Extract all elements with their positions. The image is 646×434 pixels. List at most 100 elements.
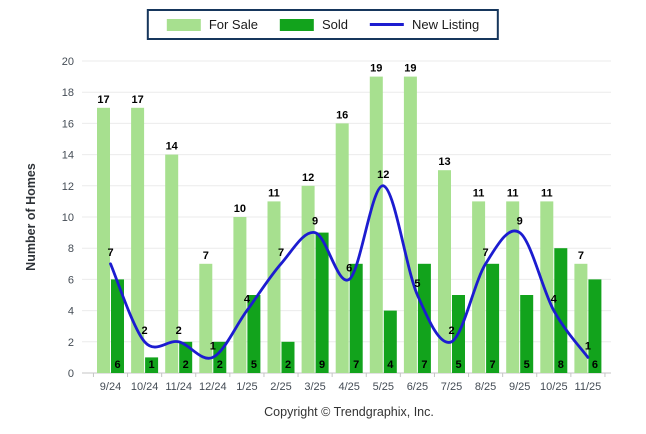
- sold-bar: [417, 263, 431, 373]
- sold-value-label: 6: [114, 359, 120, 371]
- y-tick-label: 12: [62, 181, 74, 193]
- x-tick-label: 7/25: [441, 381, 462, 393]
- new-listing-value-label: 1: [585, 340, 591, 352]
- legend-item-for-sale: For Sale: [166, 17, 258, 32]
- sold-value-label: 7: [421, 359, 427, 371]
- sold-value-label: 4: [387, 359, 394, 371]
- sold-value-label: 9: [319, 359, 325, 371]
- y-tick-label: 10: [62, 212, 74, 224]
- sold-value-label: 5: [455, 359, 461, 371]
- x-tick-label: 12/24: [199, 381, 227, 393]
- for-sale-bar: [472, 201, 486, 373]
- sold-bar: [349, 263, 363, 373]
- sold-bar: [281, 341, 295, 373]
- y-tick-label: 20: [62, 56, 74, 68]
- for-sale-bar: [574, 263, 588, 373]
- new-listing-value-label: 7: [483, 247, 489, 259]
- for-sale-value-label: 16: [336, 109, 348, 121]
- x-tick-label: 10/25: [540, 381, 568, 393]
- sold-value-label: 5: [524, 359, 530, 371]
- sold-bar: [383, 310, 397, 373]
- sold-bar: [179, 341, 193, 373]
- x-tick-label: 6/25: [407, 381, 428, 393]
- x-tick-label: 9/25: [509, 381, 530, 393]
- new-listing-value-label: 4: [244, 294, 251, 306]
- sold-value-label: 2: [183, 359, 189, 371]
- new-listing-value-label: 5: [414, 278, 420, 290]
- sold-bar: [520, 295, 534, 373]
- new-listing-swatch-icon: [369, 23, 404, 26]
- sold-bar: [486, 263, 500, 373]
- x-tick-label: 4/25: [338, 381, 359, 393]
- sold-bar: [588, 279, 602, 373]
- sold-bar: [554, 248, 568, 373]
- y-tick-label: 0: [68, 368, 74, 380]
- for-sale-value-label: 10: [234, 203, 246, 215]
- new-listing-value-label: 2: [176, 325, 182, 337]
- x-tick-label: 2/25: [270, 381, 291, 393]
- y-axis-title: Number of Homes: [24, 163, 38, 271]
- for-sale-value-label: 11: [268, 187, 280, 199]
- x-tick-label: 8/25: [475, 381, 496, 393]
- for-sale-swatch-icon: [166, 18, 201, 31]
- legend-item-sold: Sold: [279, 17, 348, 32]
- sold-swatch-icon: [279, 18, 314, 31]
- for-sale-bar: [403, 76, 417, 373]
- x-tick-label: 11/25: [575, 381, 602, 393]
- sold-value-label: 2: [217, 359, 223, 371]
- legend-label-new-listing: New Listing: [411, 17, 480, 32]
- y-tick-label: 6: [68, 274, 74, 286]
- new-listing-value-label: 7: [107, 247, 113, 259]
- for-sale-value-label: 13: [438, 156, 450, 168]
- for-sale-bar: [131, 107, 145, 374]
- new-listing-value-label: 9: [517, 216, 523, 228]
- for-sale-value-label: 19: [404, 63, 416, 75]
- for-sale-value-label: 7: [203, 250, 209, 262]
- y-tick-label: 8: [68, 243, 74, 255]
- for-sale-bar: [199, 263, 213, 373]
- new-listing-value-label: 2: [142, 325, 148, 337]
- new-listing-value-label: 4: [551, 294, 558, 306]
- y-tick-label: 18: [62, 87, 74, 99]
- x-tick-label: 3/25: [304, 381, 325, 393]
- for-sale-value-label: 17: [97, 94, 109, 106]
- for-sale-bar: [97, 107, 110, 374]
- sold-value-label: 1: [149, 359, 155, 371]
- new-listing-value-label: 1: [210, 340, 216, 352]
- x-tick-label: 5/25: [373, 381, 394, 393]
- sold-value-label: 5: [251, 359, 257, 371]
- for-sale-bar: [301, 185, 315, 373]
- sold-bar: [247, 295, 261, 373]
- x-tick-label: 1/25: [236, 381, 257, 393]
- sold-value-label: 8: [558, 359, 564, 371]
- for-sale-value-label: 11: [541, 187, 553, 199]
- y-tick-label: 4: [68, 306, 74, 318]
- x-tick-label: 10/24: [131, 381, 159, 393]
- for-sale-bar: [335, 123, 349, 374]
- for-sale-value-label: 14: [166, 141, 179, 153]
- for-sale-bar: [438, 170, 451, 373]
- for-sale-bar: [165, 154, 179, 373]
- for-sale-bar: [233, 217, 247, 373]
- sold-value-label: 2: [285, 359, 291, 371]
- for-sale-value-label: 11: [473, 187, 485, 199]
- sold-bar: [145, 357, 159, 373]
- new-listing-value-label: 9: [312, 216, 318, 228]
- for-sale-value-label: 12: [302, 172, 314, 184]
- for-sale-bar: [540, 201, 554, 373]
- for-sale-value-label: 17: [131, 94, 143, 106]
- y-tick-label: 2: [68, 337, 74, 349]
- legend-label-sold: Sold: [321, 17, 348, 32]
- y-tick-label: 14: [62, 150, 74, 162]
- for-sale-bar: [369, 76, 383, 373]
- for-sale-bar: [267, 201, 281, 373]
- for-sale-value-label: 7: [578, 250, 584, 262]
- sold-value-label: 6: [592, 359, 598, 371]
- for-sale-value-label: 11: [507, 187, 519, 199]
- new-listing-value-label: 2: [448, 325, 454, 337]
- legend-label-for-sale: For Sale: [208, 17, 258, 32]
- new-listing-value-label: 6: [346, 262, 352, 274]
- sold-value-label: 7: [490, 359, 496, 371]
- new-listing-value-label: 12: [377, 169, 389, 181]
